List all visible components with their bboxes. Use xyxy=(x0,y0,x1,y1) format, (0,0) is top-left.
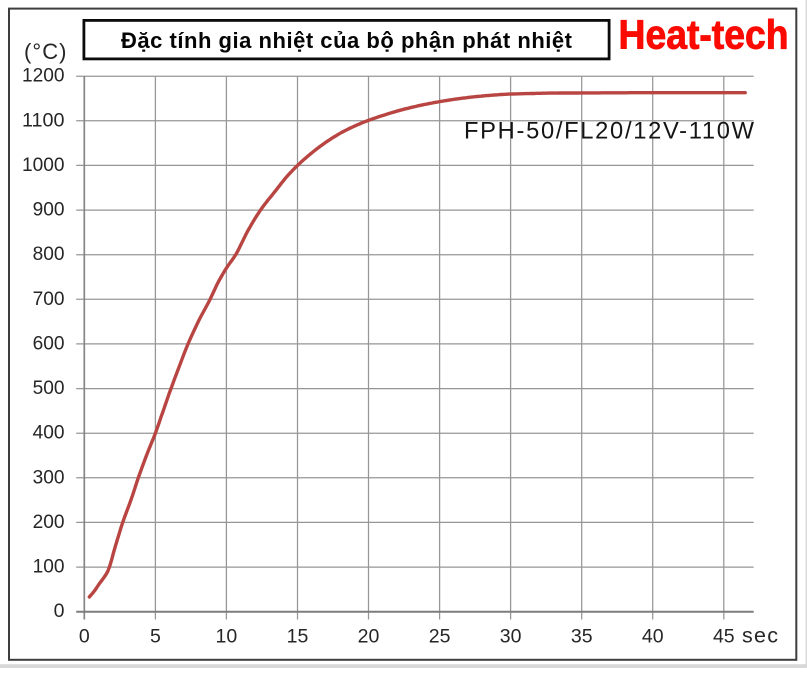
svg-text:300: 300 xyxy=(33,466,65,488)
svg-text:0: 0 xyxy=(54,600,65,622)
svg-text:40: 40 xyxy=(642,625,664,647)
svg-text:15: 15 xyxy=(287,625,309,647)
svg-text:20: 20 xyxy=(358,625,380,647)
svg-text:(°C): (°C) xyxy=(24,39,67,64)
svg-text:1100: 1100 xyxy=(22,109,65,131)
svg-text:35: 35 xyxy=(571,625,593,647)
svg-text:30: 30 xyxy=(500,625,522,647)
svg-text:600: 600 xyxy=(33,332,65,354)
svg-text:10: 10 xyxy=(216,625,238,647)
svg-text:900: 900 xyxy=(33,199,65,221)
svg-text:FPH-50/FL20/12V-110W: FPH-50/FL20/12V-110W xyxy=(464,119,755,145)
svg-text:45: 45 xyxy=(713,625,735,647)
svg-text:5: 5 xyxy=(150,625,161,647)
svg-text:0: 0 xyxy=(79,625,90,647)
svg-text:100: 100 xyxy=(33,556,65,578)
svg-text:Đặc tính gia nhiệt của bộ phận: Đặc tính gia nhiệt của bộ phận phát nhiệ… xyxy=(121,28,573,53)
svg-text:400: 400 xyxy=(33,422,65,444)
svg-text:sec: sec xyxy=(742,623,779,647)
svg-text:1200: 1200 xyxy=(22,65,65,87)
svg-text:1000: 1000 xyxy=(22,154,65,176)
svg-text:200: 200 xyxy=(33,511,65,533)
svg-text:Heat-tech: Heat-tech xyxy=(619,12,789,58)
svg-text:25: 25 xyxy=(429,625,451,647)
svg-text:700: 700 xyxy=(33,288,65,310)
svg-text:500: 500 xyxy=(33,377,65,399)
svg-text:800: 800 xyxy=(33,243,65,265)
